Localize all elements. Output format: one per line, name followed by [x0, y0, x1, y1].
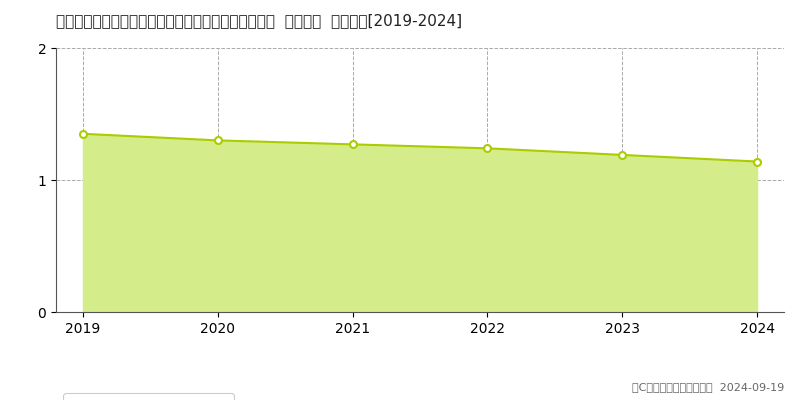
- Point: [616, 152, 629, 158]
- Text: 福井県大飯郡おおい町名田庄下２０号石橋１３番１内  基準地価  地価推移[2019-2024]: 福井県大飯郡おおい町名田庄下２０号石橋１３番１内 基準地価 地価推移[2019-…: [56, 13, 462, 28]
- Point: [77, 130, 90, 137]
- Point: [750, 158, 763, 165]
- Legend: 基準地価  平均坪単価(万円/坪): 基準地価 平均坪単価(万円/坪): [63, 393, 234, 400]
- Point: [481, 145, 494, 152]
- Point: [346, 141, 359, 148]
- Text: （C）土地価格ドットコム  2024-09-19: （C）土地価格ドットコム 2024-09-19: [632, 382, 784, 392]
- Point: [211, 137, 224, 144]
